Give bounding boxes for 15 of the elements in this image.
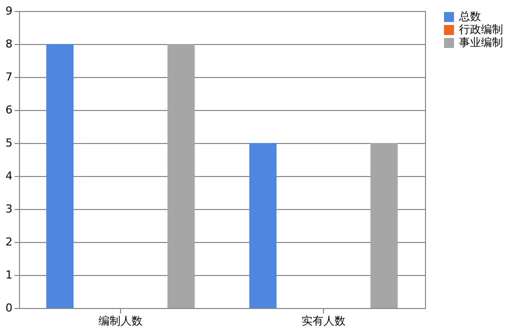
y-tick-label: 6 xyxy=(6,104,12,116)
y-tick-label: 7 xyxy=(6,70,12,84)
x-tick-label: 实有人数 xyxy=(302,314,346,328)
y-tick-label: 1 xyxy=(6,268,12,282)
x-tick-label: 编制人数 xyxy=(98,314,142,328)
legend-label: 总数 xyxy=(458,10,481,23)
legend-label: 行政编制 xyxy=(459,23,503,36)
y-tick-label: 4 xyxy=(6,170,12,182)
y-tick-label: 9 xyxy=(6,4,12,18)
y-tick-label: 3 xyxy=(6,202,12,216)
y-tick-label: 0 xyxy=(6,302,12,314)
y-tick-label: 5 xyxy=(6,136,12,150)
legend-label: 事业编制 xyxy=(459,36,503,49)
y-tick-label: 2 xyxy=(6,236,12,248)
y-tick-label: 8 xyxy=(6,38,12,50)
